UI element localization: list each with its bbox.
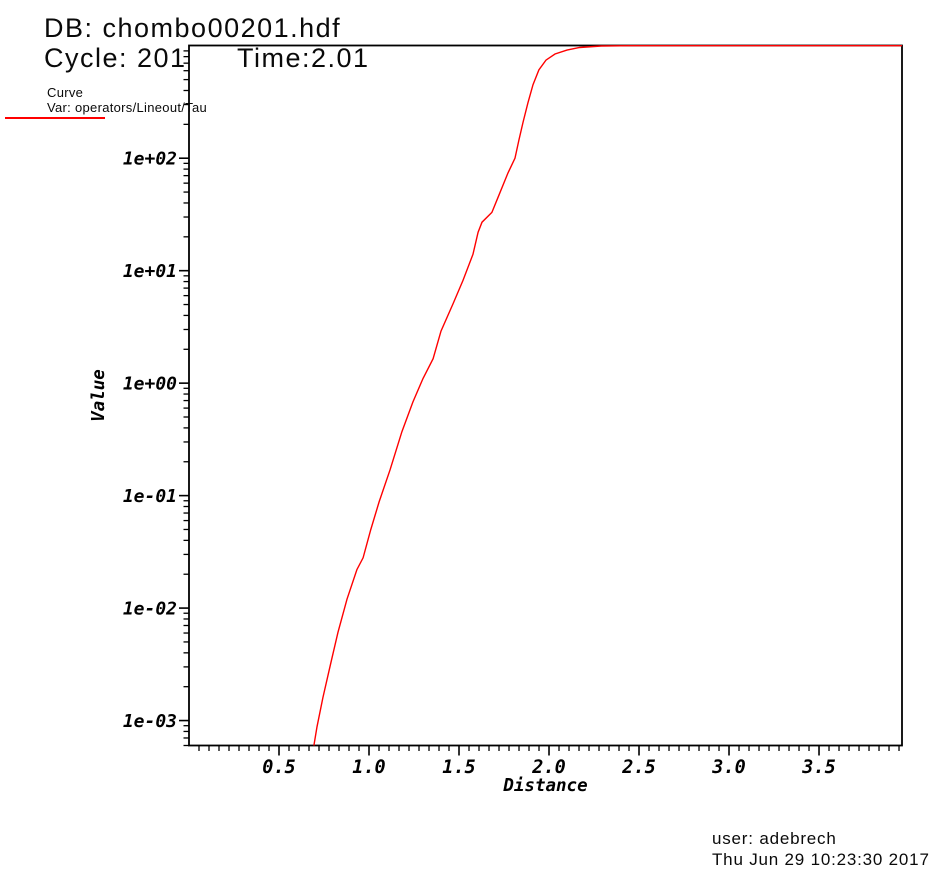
curve-line — [313, 45, 902, 746]
x-tick-label: 2.5 — [621, 757, 655, 778]
y-tick-label: 1e-02 — [123, 599, 177, 620]
y-tick-label: 1e+00 — [123, 374, 177, 395]
time-label: Time:2.01 — [237, 43, 370, 73]
legend-plot-type: Curve — [47, 85, 84, 100]
footer-user: user: adebrech — [712, 829, 837, 848]
x-tick-label: 1.0 — [352, 757, 385, 778]
y-tick-label: 1e+02 — [123, 149, 177, 170]
y-tick-label: 1e+01 — [123, 261, 177, 282]
legend-color-line — [5, 117, 105, 119]
footer-timestamp: Thu Jun 29 10:23:30 2017 — [712, 850, 930, 869]
x-tick-label: 3.5 — [801, 757, 835, 778]
cycle-label: Cycle: 201 — [44, 43, 187, 73]
x-tick-label: 0.5 — [262, 757, 295, 778]
x-tick-label: 1.5 — [442, 757, 475, 778]
x-axis-title: Distance — [502, 776, 587, 796]
database-title: DB: chombo00201.hdf — [44, 13, 342, 43]
plot-border — [188, 44, 903, 747]
y-tick-label: 1e-03 — [123, 711, 177, 732]
x-tick-label: 3.0 — [711, 757, 745, 778]
y-tick-label: 1e-01 — [123, 486, 177, 507]
y-axis-title: Value — [89, 369, 109, 422]
x-tick-label: 2.0 — [531, 757, 565, 778]
legend-var-label: Var: operators/Lineout/Tau — [47, 100, 208, 115]
